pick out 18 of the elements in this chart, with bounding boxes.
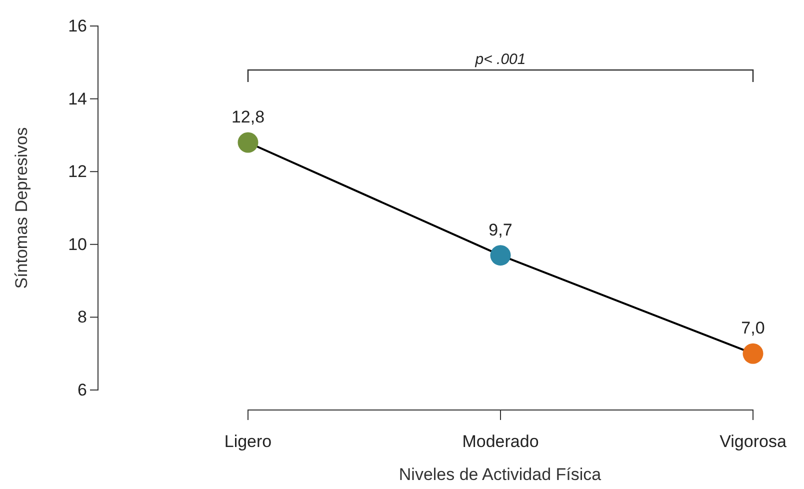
y-tick-label: 14 (68, 89, 87, 108)
annotation: p< .001 (474, 51, 526, 68)
x-axis-title: Niveles de Actividad Física (398, 465, 602, 484)
y-tick-label: 8 (78, 308, 87, 327)
data-label: 7,0 (741, 318, 765, 338)
y-tick-label: 10 (68, 234, 87, 254)
y-tick-label: 16 (68, 16, 87, 36)
point (490, 245, 511, 266)
x-tick-label: Vigorosa (720, 432, 787, 451)
y-tick-label: 12 (68, 162, 87, 182)
x-tick-label: Moderado (462, 432, 539, 451)
point (238, 132, 258, 153)
y-tick-label: 6 (78, 380, 87, 400)
y-axis-title: Síntomas Depresivos (12, 127, 31, 289)
data-label: 12,8 (231, 107, 265, 126)
x-tick-label: Ligero (224, 432, 272, 451)
data-label: 9,7 (488, 220, 512, 240)
point (742, 343, 764, 364)
